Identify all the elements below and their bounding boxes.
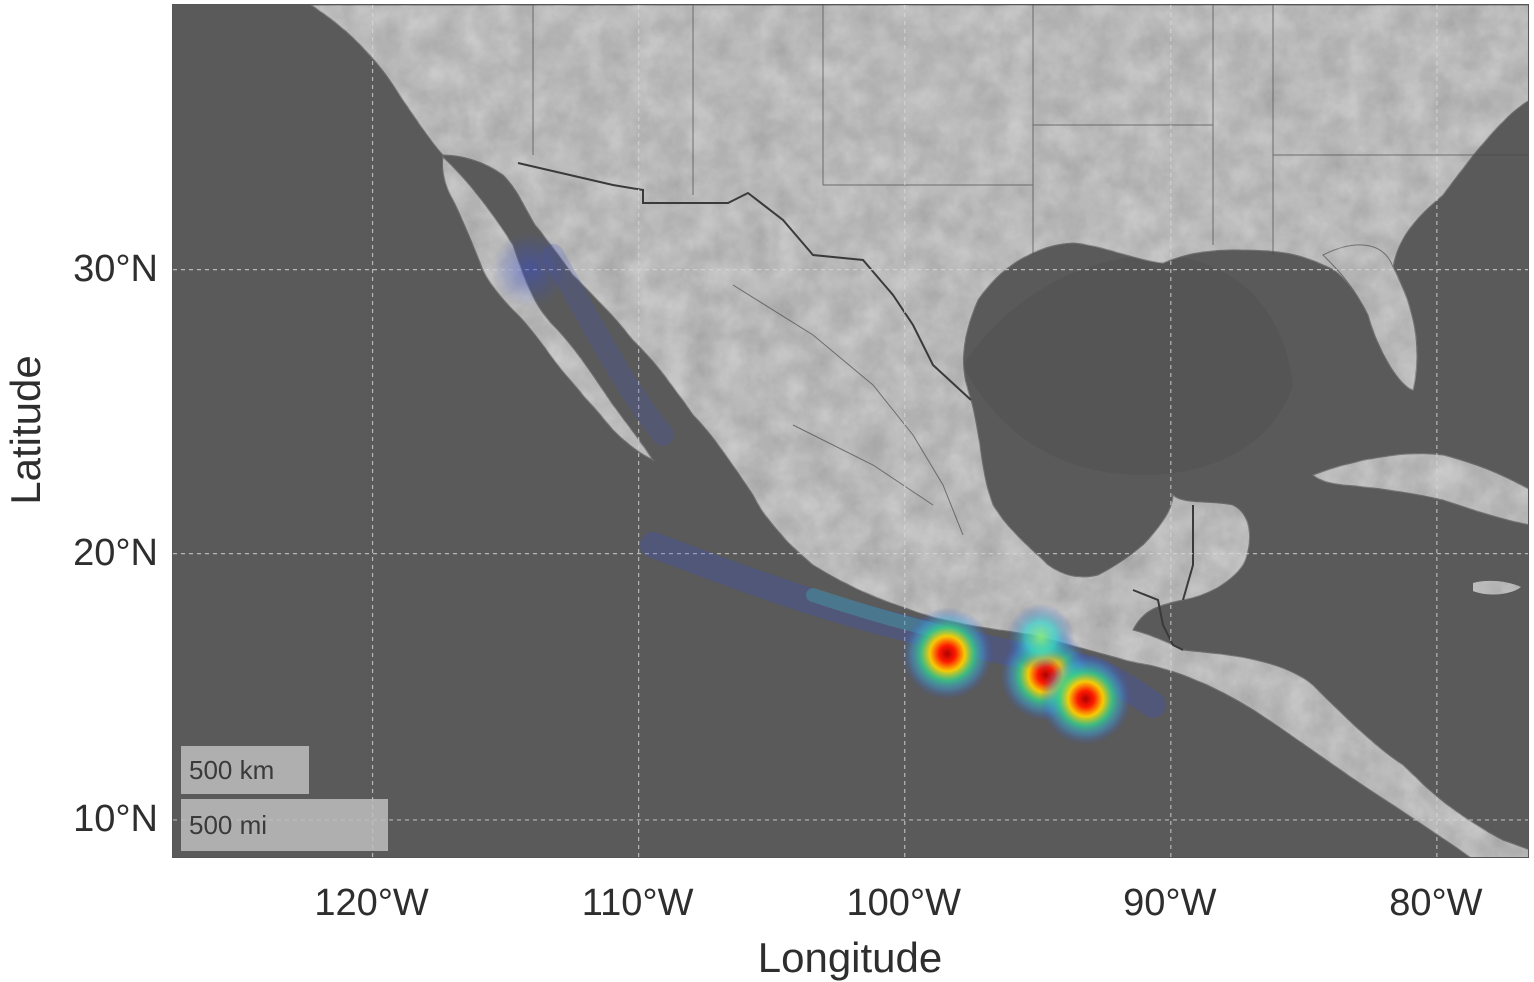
- gulf-shelf: [963, 255, 1293, 475]
- heatmap-layer: [491, 231, 1166, 745]
- map-canvas[interactable]: [173, 5, 1529, 858]
- scale-bar-km-label: 500 km: [189, 755, 275, 785]
- scale-bar-km: 500 km: [181, 746, 309, 794]
- yucatan-border: [1182, 505, 1194, 601]
- scale-bar-mi: 500 mi: [181, 799, 388, 851]
- jamaica-land: [1473, 580, 1521, 595]
- heat-hotspot-2: [1039, 652, 1132, 745]
- y-tick-label-1: 20°N: [73, 531, 158, 574]
- x-tick-label-0: 120°W: [314, 882, 429, 924]
- cuba-land: [1312, 453, 1528, 526]
- political-borders: [517, 162, 1194, 651]
- heat-hotspot-0: [901, 607, 994, 700]
- y-axis-title: Latitude: [2, 355, 49, 505]
- land-masses: [310, 5, 1528, 857]
- x-tick-label-1: 110°W: [581, 882, 694, 924]
- state-borders: [532, 5, 1528, 536]
- map-panel[interactable]: 500 km 500 mi: [172, 4, 1529, 858]
- y-tick-label-0: 30°N: [73, 247, 158, 290]
- heat-hotspot-4: [491, 231, 568, 308]
- heat-baja-band: [542, 244, 674, 446]
- heat-hotspot-3: [1006, 603, 1075, 672]
- us-mexico-border: [517, 162, 972, 401]
- x-axis-title: Longitude: [757, 934, 943, 981]
- x-tick-label-2: 100°W: [846, 882, 961, 924]
- x-tick-label-4: 80°W: [1389, 882, 1483, 924]
- graticule: [173, 5, 1528, 857]
- scale-bar-mi-label: 500 mi: [189, 810, 268, 840]
- y-tick-label-2: 10°N: [73, 797, 158, 840]
- mexico-guatemala-border: [1132, 589, 1184, 651]
- x-tick-label-3: 90°W: [1123, 882, 1217, 924]
- florida-land: [1322, 244, 1418, 391]
